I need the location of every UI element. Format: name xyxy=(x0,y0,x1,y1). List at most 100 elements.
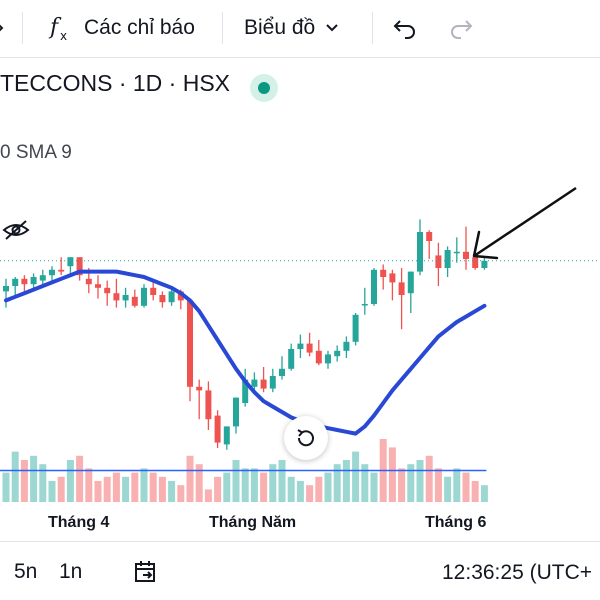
candle xyxy=(113,278,120,308)
candle xyxy=(242,368,249,407)
candle xyxy=(122,287,129,308)
indicator-legend-sma[interactable]: 0 SMA 9 xyxy=(0,142,72,163)
volume-bar xyxy=(85,468,93,502)
volume-bar xyxy=(462,472,470,502)
chart-type-button[interactable]: Biểu đồ xyxy=(244,0,339,56)
volume-bar xyxy=(287,476,295,502)
toolbar-partial-icon[interactable] xyxy=(0,0,6,56)
candle xyxy=(481,257,488,270)
candle xyxy=(95,275,101,299)
candle xyxy=(417,219,423,276)
range-5n-button[interactable]: 5n xyxy=(14,560,38,583)
volume-bar xyxy=(186,455,194,502)
volume-bar xyxy=(122,476,130,502)
candle xyxy=(251,372,258,394)
candle xyxy=(297,334,304,358)
volume-bar xyxy=(103,476,111,502)
volume-bar xyxy=(453,468,461,502)
volume-bar xyxy=(76,455,84,502)
volume-bar xyxy=(416,460,424,502)
volume-bar xyxy=(269,464,277,502)
candle xyxy=(150,282,157,301)
volume-bar xyxy=(352,451,360,502)
candle xyxy=(306,332,313,357)
volume-bar xyxy=(30,455,38,502)
candle xyxy=(343,336,350,358)
candle xyxy=(380,264,387,290)
reset-icon xyxy=(297,429,314,447)
volume-bar xyxy=(223,472,231,502)
timezone-clock[interactable]: 12:36:25 (UTC+ xyxy=(442,561,592,584)
eye-hidden-icon xyxy=(2,220,30,240)
candle xyxy=(269,368,276,393)
candle xyxy=(3,278,9,308)
redo-button[interactable] xyxy=(448,0,474,56)
volume-bar xyxy=(57,476,65,502)
candle xyxy=(361,287,368,315)
candle xyxy=(334,345,341,362)
volume-bar xyxy=(379,439,387,502)
undo-button[interactable] xyxy=(392,0,418,56)
candle xyxy=(168,287,175,306)
candle xyxy=(58,257,65,276)
volume-bar xyxy=(480,485,488,502)
volume-bar xyxy=(324,472,332,502)
symbol-title[interactable]: TECCONS · 1D · HSX xyxy=(0,70,231,96)
volume-bar xyxy=(20,460,28,502)
volume-bar xyxy=(140,468,148,502)
volume-bar xyxy=(168,481,176,502)
redo-icon xyxy=(451,20,473,39)
candle xyxy=(389,269,396,301)
volume-bar xyxy=(342,460,350,502)
indicator-fx-icon: f x xyxy=(48,15,67,42)
candle xyxy=(141,284,147,308)
volume-bar xyxy=(158,476,166,502)
volume-bar xyxy=(39,464,47,502)
candle xyxy=(371,268,377,306)
candle xyxy=(260,367,267,393)
candle xyxy=(426,230,433,259)
candle xyxy=(407,271,414,313)
volume-bar xyxy=(425,455,433,502)
candle xyxy=(315,340,322,366)
volume-bar xyxy=(370,472,378,502)
x-tick-label: Tháng 4 xyxy=(48,514,110,531)
chart-toolbar: f x Các chỉ báo Biểu đồ xyxy=(0,0,600,56)
goto-date-button[interactable] xyxy=(133,560,159,584)
calendar-goto-icon xyxy=(135,561,155,582)
candle xyxy=(398,268,405,330)
candle xyxy=(352,313,359,346)
candle xyxy=(131,289,138,308)
volume-bar xyxy=(434,468,442,502)
volume-bar xyxy=(250,468,258,502)
candle xyxy=(435,242,442,286)
indicators-button[interactable]: f x Các chỉ báo xyxy=(48,0,195,56)
candle xyxy=(39,269,46,285)
candle xyxy=(159,291,166,308)
candle xyxy=(85,268,92,294)
svg-text:x: x xyxy=(60,29,67,42)
candle xyxy=(49,266,55,281)
candle xyxy=(104,280,111,306)
candle xyxy=(196,379,203,420)
volume-bar xyxy=(131,472,139,502)
volume-bar xyxy=(177,485,185,502)
candle xyxy=(177,289,184,310)
annotation-arrow[interactable] xyxy=(472,186,577,260)
volume-bar xyxy=(11,451,19,502)
volume-bar xyxy=(66,460,74,502)
range-1n-button[interactable]: 1n xyxy=(59,560,83,583)
volume-bar xyxy=(444,476,452,502)
undo-icon xyxy=(393,20,415,39)
volume-bar xyxy=(112,472,120,502)
volume-bar xyxy=(278,460,286,502)
hide-indicator-button[interactable] xyxy=(2,218,30,242)
candle xyxy=(453,237,460,263)
reset-chart-button[interactable] xyxy=(284,416,328,460)
market-status-dot xyxy=(258,82,270,94)
volume-bar xyxy=(48,481,56,502)
volume-bar xyxy=(361,464,369,502)
candle xyxy=(76,257,83,281)
candle xyxy=(21,275,28,292)
candle xyxy=(223,426,230,450)
